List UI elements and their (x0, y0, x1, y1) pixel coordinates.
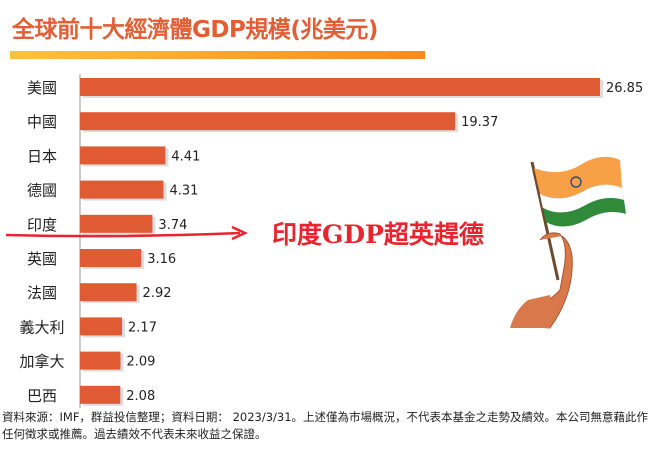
bar-chart: 美國 26.85 中國 19.37 日本 4.41 德國 4.31 印度 3.74 英國 3.16 法國… (19, 74, 643, 408)
category-label: 美國 (27, 79, 57, 97)
value-label: 2.08 (126, 389, 155, 404)
value-label: 3.74 (158, 218, 187, 233)
bar (80, 146, 166, 165)
chart-title: 全球前十大經濟體GDP規模(兆美元) (12, 17, 378, 43)
category-label: 印度 (27, 216, 57, 234)
value-label: 2.09 (126, 355, 155, 370)
bar (80, 78, 600, 96)
value-label: 4.31 (169, 184, 198, 199)
category-label: 英國 (27, 250, 57, 268)
bar (80, 351, 121, 370)
footer-disclaimer: 資料來源：IMF，群益投信整理；資料日期： 2023/3/31。上述僅為市場概況… (2, 410, 649, 441)
value-label: 26.85 (606, 81, 643, 96)
value-label: 4.41 (171, 149, 200, 164)
value-label: 2.92 (143, 286, 172, 301)
category-label: 加拿大 (19, 353, 64, 371)
value-label: 3.16 (147, 252, 176, 267)
title-underline (10, 51, 425, 59)
bar (80, 317, 123, 336)
india-flag-icon (510, 156, 626, 329)
bar (80, 283, 137, 302)
category-label: 德國 (27, 182, 57, 200)
bar (80, 385, 121, 404)
category-label: 法國 (27, 284, 57, 302)
annotation-text: 印度GDP超英趕德 (272, 220, 484, 249)
category-label: 巴西 (27, 387, 57, 405)
category-label: 中國 (27, 113, 57, 131)
category-label: 日本 (27, 147, 57, 165)
bar (80, 180, 164, 199)
bar (80, 214, 153, 233)
value-label: 2.17 (128, 320, 157, 335)
category-label: 義大利 (19, 318, 64, 336)
bar (80, 112, 456, 131)
value-label: 19.37 (461, 115, 498, 130)
bar (80, 249, 142, 267)
